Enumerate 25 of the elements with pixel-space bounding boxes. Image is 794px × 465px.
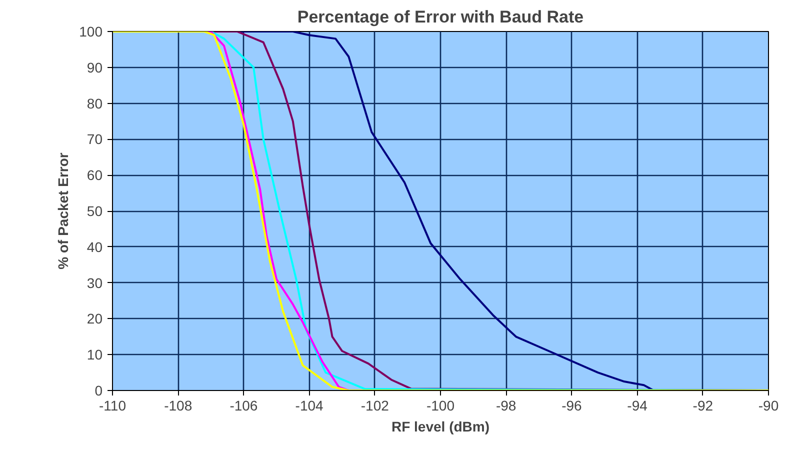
y-tick-label: 10 [86,346,103,363]
y-tick-label: 80 [86,95,103,112]
y-tick-label: 70 [86,131,103,148]
y-tick-label: 40 [86,238,103,255]
x-axis-title: RF level (dBm) [391,418,490,434]
y-tick-label: 0 [94,382,103,398]
x-tick-label: -100 [426,398,455,414]
x-tick-label: -94 [627,398,648,414]
y-tick-label: 100 [79,24,103,40]
y-tick-label: 50 [86,203,103,219]
chart-title: Percentage of Error with Baud Rate [297,8,584,26]
x-tick-label: -92 [692,398,714,414]
y-axis-title: % of Packet Error [55,152,72,270]
x-tick-label: -106 [230,398,258,414]
x-tick-label: -108 [164,398,192,414]
y-tick-label: 20 [86,310,103,327]
x-tick-label: -104 [295,398,324,414]
y-tick-label: 30 [86,274,103,291]
x-tick-label: -98 [496,398,516,414]
y-tick-label: 60 [86,167,103,184]
x-tick-label: -96 [562,398,582,414]
x-tick-label: -102 [360,398,390,414]
x-tick-label: -110 [99,398,126,414]
x-tick-label: -90 [758,398,779,414]
y-tick-label: 90 [86,59,103,76]
